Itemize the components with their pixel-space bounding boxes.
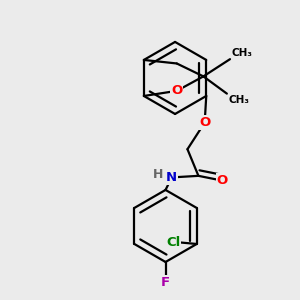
Text: H: H bbox=[152, 168, 163, 182]
Text: Cl: Cl bbox=[166, 236, 180, 249]
Text: O: O bbox=[171, 84, 182, 98]
Text: O: O bbox=[216, 174, 227, 187]
Text: F: F bbox=[161, 276, 170, 289]
Text: O: O bbox=[199, 116, 210, 129]
Text: CH₃: CH₃ bbox=[232, 48, 253, 58]
Text: N: N bbox=[166, 171, 177, 184]
Text: CH₃: CH₃ bbox=[228, 95, 249, 105]
